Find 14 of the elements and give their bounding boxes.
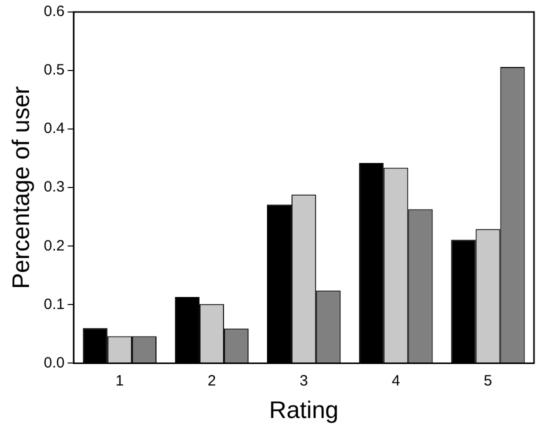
y-tick-label: 0.5 [44, 62, 65, 79]
y-axis-title: Percentage of user [8, 86, 36, 289]
y-tick-label: 0.4 [44, 120, 65, 138]
x-tick-label: 2 [208, 372, 216, 390]
x-tick-label: 1 [116, 372, 124, 390]
x-axis-title: Rating [269, 397, 339, 424]
y-tick-label: 0.1 [44, 296, 65, 313]
y-tick-label: 0.6 [44, 3, 65, 20]
x-tick-label: 4 [392, 372, 400, 390]
y-tick-label: 0.0 [44, 354, 65, 372]
x-tick-label: 5 [484, 372, 492, 390]
y-tick-label: 0.3 [44, 178, 65, 196]
x-tick-label: 3 [300, 372, 308, 390]
y-tick-label: 0.2 [44, 237, 65, 254]
